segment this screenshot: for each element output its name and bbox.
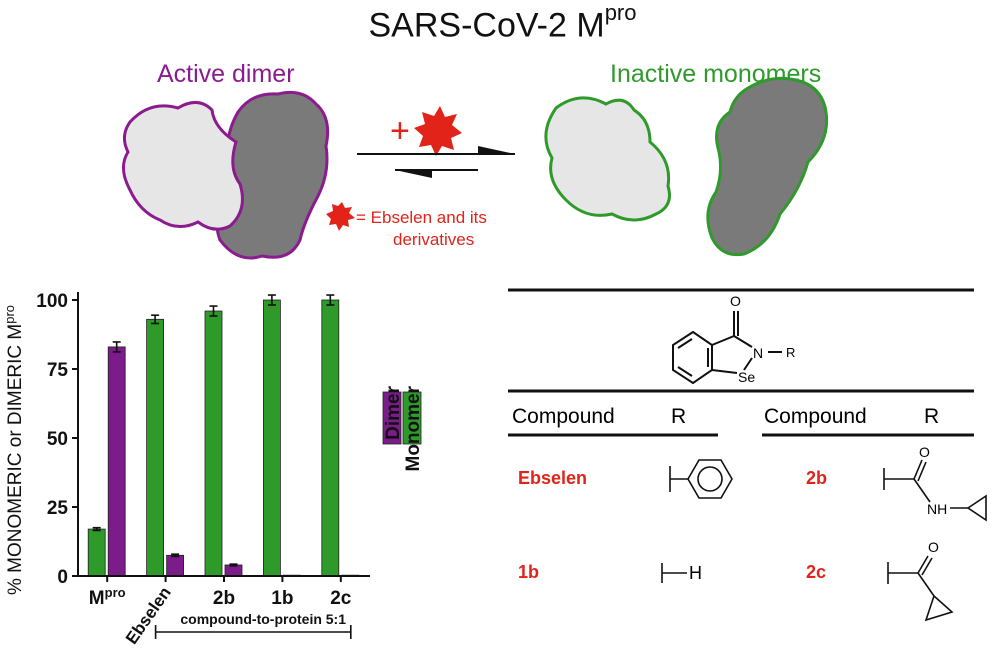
- legend-swatch-monomer: [402, 391, 422, 445]
- bar-monomer-1: [146, 318, 165, 577]
- legend-star-icon: [326, 202, 355, 231]
- compound-2c: 2c: [806, 562, 826, 582]
- bracket-label: compound-to-protein 5:1: [180, 611, 346, 627]
- structure-table: O N R Se Compound R Compound R Ebselen 2…: [508, 288, 987, 622]
- monomer-dark: [706, 76, 829, 257]
- atom-NH: NH: [927, 501, 947, 517]
- bar-dimer-1: [166, 554, 185, 577]
- x-label-3: 1b: [271, 588, 293, 609]
- bar-chart: 0 25 50 75 100 % MONOMERIC or DIMERIC Mpro Mpr…: [2, 291, 424, 648]
- monomer-light: [544, 96, 671, 222]
- y-axis-label-sup: pro: [2, 305, 17, 324]
- header-compound-right: Compound: [764, 405, 867, 428]
- dimer-monomer-scheme: +: [122, 76, 829, 260]
- y-tick-label: 100: [36, 291, 68, 312]
- x-label-2: 2b: [213, 588, 235, 609]
- dimer-light-subunit: [122, 101, 244, 231]
- hydrogen-group: [661, 563, 687, 583]
- compound-1b: 1b: [518, 562, 539, 582]
- legend-text-line1: = Ebselen and its: [356, 208, 487, 227]
- title-sup: pro: [604, 0, 637, 25]
- bar-monomer-2: [204, 310, 223, 577]
- y-tick-label: 25: [47, 498, 69, 519]
- forward-arrow-head: [478, 146, 515, 154]
- y-tick-label: 0: [57, 567, 68, 588]
- x-label-sup: pro: [105, 585, 126, 600]
- header-r-right: R: [924, 405, 939, 428]
- atom-N: N: [753, 345, 763, 361]
- x-label-1: Ebselen: [122, 583, 175, 647]
- cyclopropylcarbamoyl-group: [883, 459, 987, 522]
- atom-O-2c: O: [928, 539, 939, 555]
- bar-monomer-3: [262, 299, 281, 577]
- atom-R: R: [786, 345, 795, 360]
- compound-star-icon: [414, 106, 462, 156]
- figure-title: SARS-CoV-2 Mpro: [0, 0, 1005, 45]
- title-main: SARS-CoV-2 M: [368, 6, 605, 45]
- legend-text-line2: derivatives: [393, 230, 475, 249]
- atom-H: H: [689, 563, 702, 583]
- active-dimer-label: Active dimer: [157, 60, 295, 88]
- compound-ebselen: Ebselen: [518, 468, 587, 488]
- x-label-0: Mpro: [89, 585, 126, 609]
- atom-Se: Se: [738, 369, 755, 385]
- core-structure: [672, 311, 782, 385]
- bar-dimer-0: [107, 346, 126, 577]
- atom-O: O: [730, 293, 741, 309]
- plus-sign: +: [390, 112, 410, 150]
- bar-monomer-0: [87, 528, 106, 577]
- header-r-left: R: [671, 405, 686, 428]
- legend-label-dimer: Dimer: [383, 385, 404, 439]
- y-tick-label: 50: [47, 429, 68, 450]
- x-label-4: 2c: [330, 588, 352, 609]
- bar-dimer-2: [224, 564, 243, 577]
- compound-2b: 2b: [806, 468, 827, 488]
- cyclopropylcarbonyl-group: [887, 555, 954, 622]
- legend-swatch-dimer: [382, 391, 402, 445]
- atom-O-2b: O: [919, 444, 930, 460]
- phenyl-group: [669, 459, 733, 499]
- header-compound-left: Compound: [512, 405, 615, 428]
- y-tick-label: 75: [47, 360, 69, 381]
- bar-monomer-4: [321, 299, 340, 577]
- legend-label-monomer: Monomer: [403, 385, 424, 471]
- reverse-arrow-head: [395, 170, 432, 178]
- y-axis-label: % MONOMERIC or DIMERIC Mpro: [2, 305, 26, 595]
